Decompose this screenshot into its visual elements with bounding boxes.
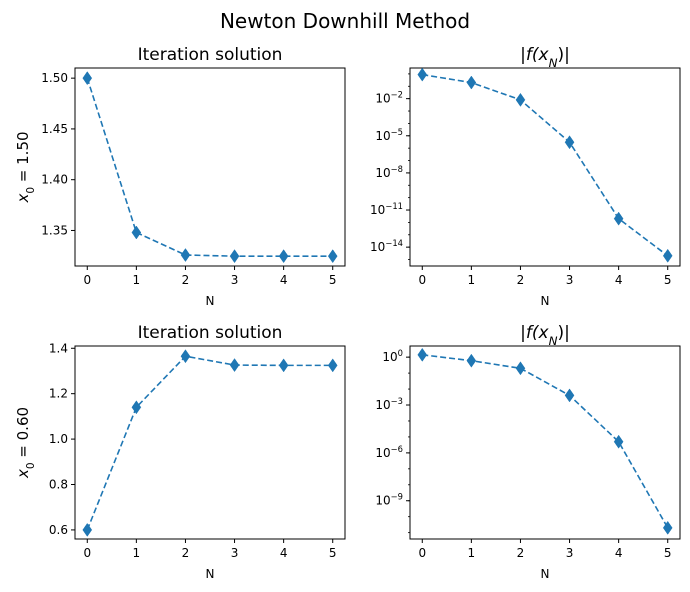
subplot-title: |f(xN)|	[520, 45, 570, 70]
data-point	[466, 353, 477, 368]
data-point	[180, 248, 191, 262]
data-point	[82, 522, 93, 537]
data-point	[278, 358, 289, 373]
y-tick-label: 1.2	[49, 387, 68, 401]
data-point	[327, 249, 338, 264]
y-tick-label: 10−9	[375, 492, 403, 508]
subplot-title: Iteration solution	[138, 323, 283, 343]
x-tick-label: 5	[329, 546, 337, 560]
y-tick-label: 0.6	[49, 523, 68, 537]
x-tick-label: 3	[566, 273, 574, 287]
y-tick-label: 10−3	[375, 396, 403, 412]
series-line	[86, 355, 333, 531]
y-tick-label: 10−11	[370, 201, 403, 217]
data-point	[131, 400, 142, 415]
axes-frame	[74, 67, 346, 267]
y-tick-label: 1.45	[41, 122, 68, 136]
y-tick-label: 10−5	[375, 127, 403, 143]
x-axis-label: N	[541, 294, 550, 308]
x-axis-label: N	[541, 567, 550, 581]
x-tick-label: 4	[615, 546, 623, 560]
x-axis-label: N	[206, 567, 215, 581]
y-tick-label: 0.8	[49, 478, 68, 492]
data-point	[613, 211, 624, 226]
x-tick-label: 1	[133, 273, 141, 287]
x-tick-label: 2	[182, 273, 190, 287]
data-point	[82, 71, 93, 86]
y-tick-label: 1.40	[41, 173, 68, 187]
data-point	[180, 349, 191, 364]
row-label: x0 = 1.50	[14, 131, 37, 203]
row-label: x0 = 0.60	[14, 407, 37, 479]
x-tick-label: 1	[468, 546, 476, 560]
y-tick-label: 10−6	[375, 444, 403, 460]
x-tick-label: 4	[280, 273, 288, 287]
subplot-4: |f(xN)| 0 1 2 3 4 5 N 10−9 10−6 10−3 100	[375, 323, 681, 581]
subplot-2: |f(xN)| 0 1 2 3 4 5 N 10−14 10−11 10−8 10−5 10−2	[370, 45, 681, 308]
data-point	[662, 520, 673, 535]
y-tick-label: 1.4	[49, 341, 68, 355]
x-tick-label: 2	[182, 546, 190, 560]
data-point	[564, 135, 575, 150]
x-tick-label: 0	[83, 546, 91, 560]
data-point	[564, 388, 575, 403]
x-tick-label: 3	[231, 546, 239, 560]
x-axis-label: N	[206, 294, 215, 308]
data-point	[417, 347, 428, 362]
x-tick-label: 2	[517, 273, 525, 287]
figure-suptitle: Newton Downhill Method	[220, 9, 470, 33]
series-line	[422, 354, 669, 529]
data-point	[515, 92, 526, 107]
x-tick-label: 2	[517, 546, 525, 560]
y-tick-label: 1.0	[49, 432, 68, 446]
data-point	[613, 434, 624, 449]
data-point	[131, 225, 142, 240]
x-tick-label: 0	[418, 273, 426, 287]
y-tick-label: 10−2	[375, 90, 403, 106]
data-point	[417, 67, 428, 82]
x-tick-label: 5	[664, 546, 672, 560]
data-point	[278, 249, 289, 264]
x-tick-label: 3	[566, 546, 574, 560]
subplot-1: Iteration solution 0 1 2 3 4 5 N 1.35 1.40 1.45 1.5…	[14, 45, 346, 308]
x-tick-label: 4	[280, 546, 288, 560]
data-point	[466, 75, 477, 90]
data-point	[229, 249, 240, 264]
series-line	[422, 73, 669, 257]
y-tick-label: 1.50	[41, 71, 68, 85]
data-point	[515, 361, 526, 376]
data-point	[662, 248, 673, 263]
x-tick-label: 0	[83, 273, 91, 287]
subplot-3: Iteration solution 0 1 2 3 4 5 N 0.6 0.8 1.0 1.2 1.4…	[14, 323, 346, 581]
axes-frame	[74, 345, 346, 540]
y-tick-label: 10−8	[375, 164, 403, 180]
y-tick-label: 10−14	[370, 238, 403, 254]
axes-frame	[409, 345, 681, 540]
data-point	[327, 358, 338, 373]
x-tick-label: 4	[615, 273, 623, 287]
x-tick-label: 1	[468, 273, 476, 287]
series-line	[86, 77, 333, 257]
subplot-title: Iteration solution	[138, 45, 283, 65]
x-tick-label: 5	[329, 273, 337, 287]
y-tick-label: 100	[382, 348, 403, 364]
data-point	[229, 358, 240, 373]
x-tick-label: 5	[664, 273, 672, 287]
axes-frame	[409, 67, 681, 267]
x-tick-label: 0	[418, 546, 426, 560]
y-tick-label: 1.35	[41, 223, 68, 237]
x-tick-label: 3	[231, 273, 239, 287]
x-tick-label: 1	[133, 546, 141, 560]
subplot-title: |f(xN)|	[520, 323, 570, 348]
